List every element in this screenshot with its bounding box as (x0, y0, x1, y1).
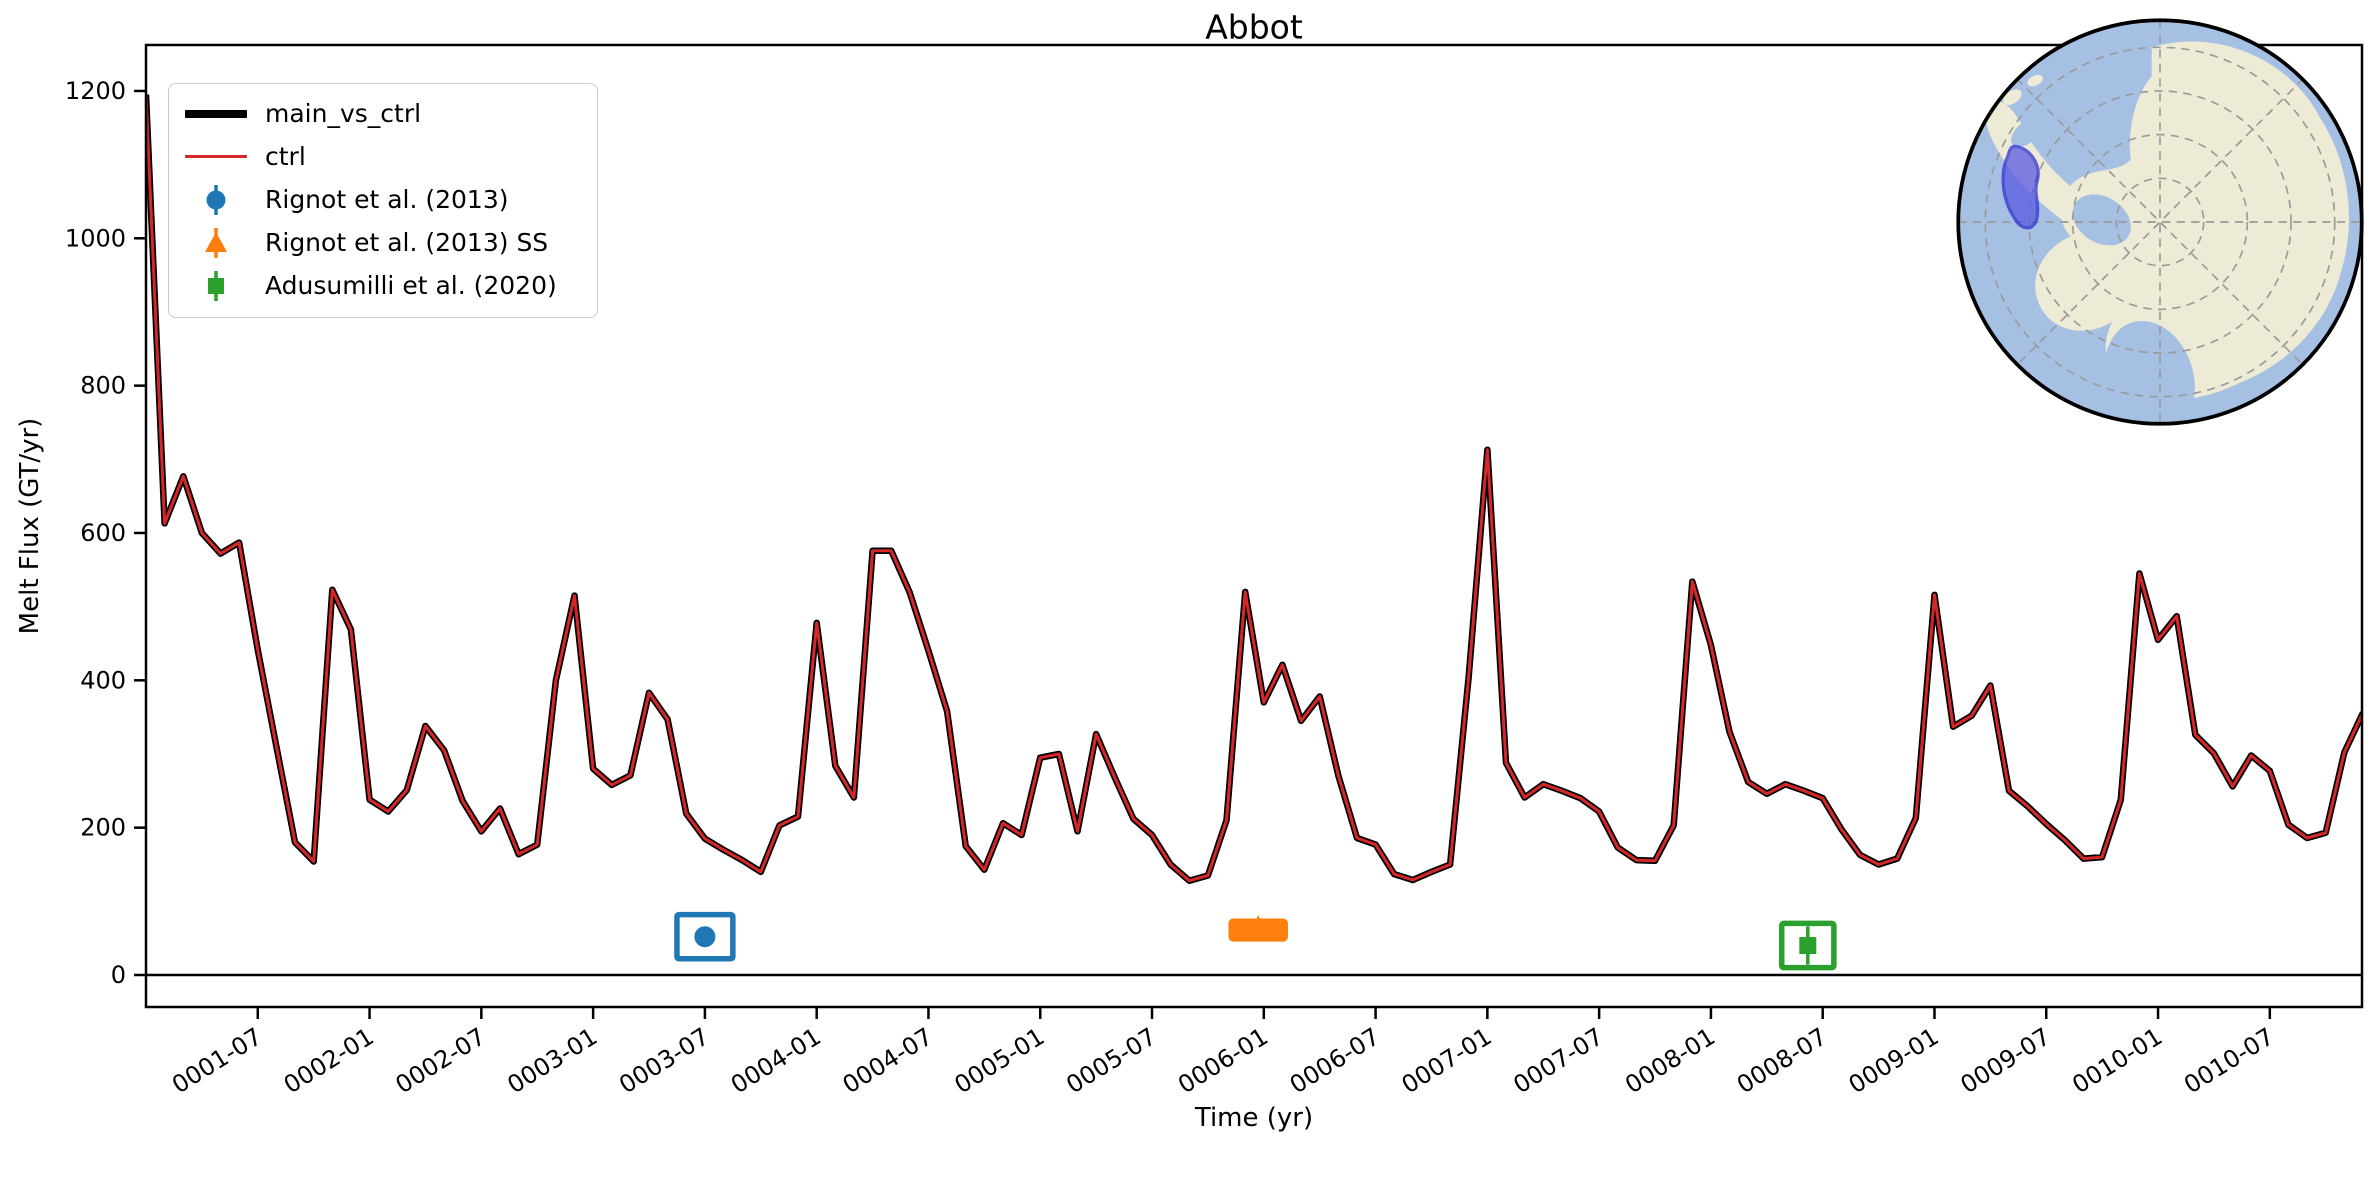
x-tick-label: 0003-07 (614, 1022, 714, 1099)
x-tick-label: 0008-07 (1732, 1022, 1832, 1099)
legend-label: Rignot et al. (2013) (265, 185, 509, 214)
axes-border (144, 43, 2364, 1009)
legend-item-rignot-2013-ss: Rignot et al. (2013) SS (183, 221, 583, 264)
legend-label: main_vs_ctrl (265, 99, 422, 128)
x-tick-label: 0004-07 (838, 1022, 938, 1099)
coastal-inlet (2011, 118, 2043, 147)
observation-triangle (1228, 915, 1288, 942)
y-tick-label: 1200 (65, 77, 126, 105)
errorbar-circle-icon (183, 181, 249, 219)
x-tick-label: 0002-07 (391, 1022, 491, 1099)
ctrl-line-swatch (183, 155, 249, 158)
antarctica-landmass (2035, 41, 2349, 400)
x-tick-label: 0004-01 (726, 1022, 826, 1099)
x-tick-label: 0005-07 (1061, 1022, 1161, 1099)
abbot-region-highlight (2001, 144, 2040, 230)
x-tick-label: 0010-07 (2179, 1022, 2279, 1099)
legend-item-main-vs-ctrl: main_vs_ctrl (183, 92, 583, 135)
x-tick-label: 0008-01 (1620, 1022, 1720, 1099)
x-tick-label: 0003-01 (502, 1022, 602, 1099)
x-tick-label: 0007-01 (1397, 1022, 1497, 1099)
antarctica-inset-map (1956, 18, 2364, 426)
legend-item-ctrl: ctrl (183, 135, 583, 178)
errorbar-triangle-icon (183, 224, 249, 262)
legend-label: Rignot et al. (2013) SS (265, 228, 549, 257)
y-tick-label: 0 (111, 961, 126, 989)
errorbar-square-icon (183, 267, 249, 305)
legend-item-adusumilli-2020: Adusumilli et al. (2020) (183, 264, 583, 307)
x-tick-label: 0010-01 (2067, 1022, 2167, 1099)
chart-title: Abbot (1205, 7, 1303, 47)
map-island (2003, 89, 2022, 106)
map-border (1956, 18, 2364, 426)
map-graticule (1958, 20, 2362, 424)
x-axis-ticks: 0001-07 0002-01 0002-07 0003-01 0003-07 0004-… (167, 1007, 2279, 1099)
ronne-bay (2072, 194, 2131, 246)
y-axis-ticks: 0 200 400 600 800 1000 1200 (65, 77, 146, 989)
y-tick-label: 1000 (65, 224, 126, 252)
x-tick-label: 0007-07 (1508, 1022, 1608, 1099)
x-tick-label: 0009-07 (1956, 1022, 2056, 1099)
main-vs-ctrl-line-swatch (183, 109, 249, 118)
map-island (1989, 120, 2002, 129)
x-tick-label: 0005-01 (950, 1022, 1050, 1099)
x-tick-label: 0002-01 (279, 1022, 379, 1099)
x-tick-label: 0001-07 (167, 1022, 267, 1099)
legend: main_vs_ctrl ctrl Rignot et al. (2013) (168, 83, 598, 318)
legend-item-rignot-2013: Rignot et al. (2013) (183, 178, 583, 221)
y-axis-label: Melt Flux (GT/yr) (15, 417, 45, 635)
y-tick-label: 800 (80, 372, 126, 400)
observation-square (1778, 920, 1837, 971)
legend-label: ctrl (265, 142, 306, 171)
x-tick-label: 0006-01 (1173, 1022, 1273, 1099)
map-island (2027, 74, 2044, 87)
x-tick-label: 0009-01 (1844, 1022, 1944, 1099)
y-tick-label: 400 (80, 666, 126, 694)
x-tick-label: 0006-07 (1285, 1022, 1385, 1099)
series-ctrl (146, 94, 2362, 883)
legend-label: Adusumilli et al. (2020) (265, 271, 557, 300)
y-tick-label: 600 (80, 519, 126, 547)
x-axis-label: Time (yr) (1194, 1103, 1314, 1133)
observation-circle (674, 911, 736, 962)
y-tick-label: 200 (80, 814, 126, 842)
